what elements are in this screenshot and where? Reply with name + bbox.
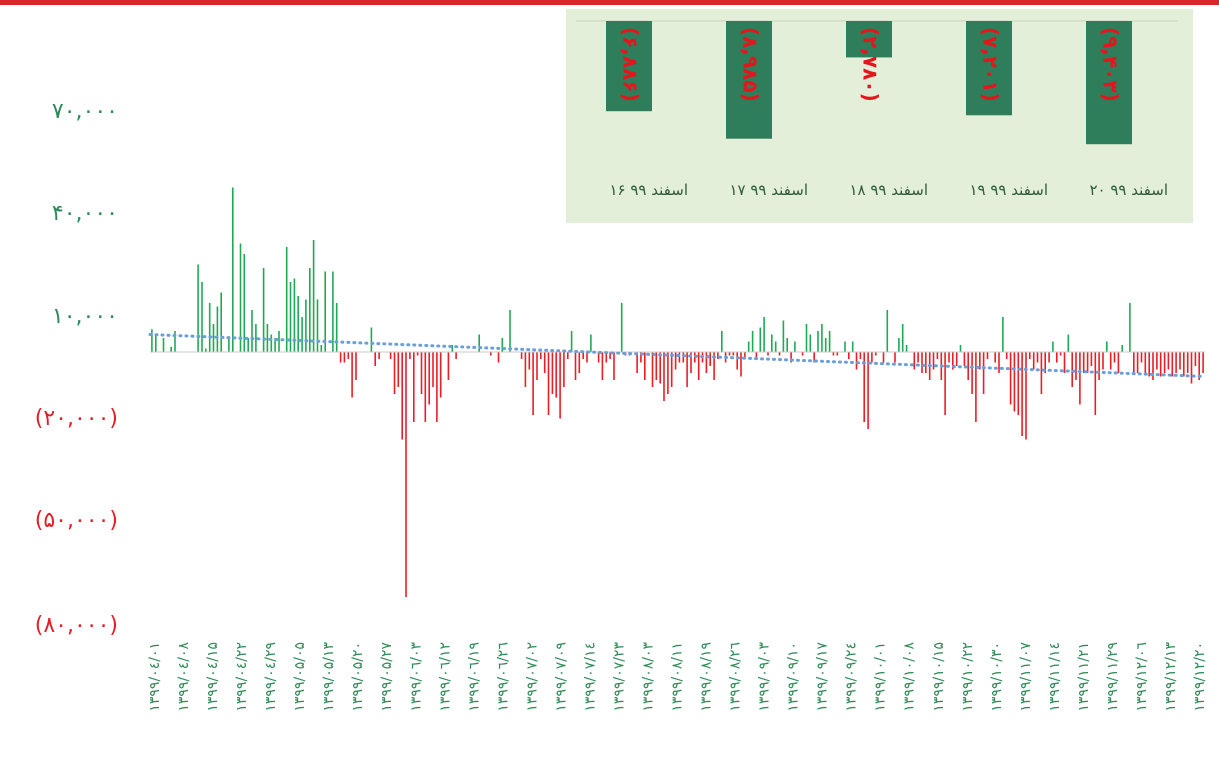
y-tick-label: (۵۰,۰۰۰) bbox=[35, 508, 118, 533]
x-tick-label: ۱۳۹۹/۱۰/۲۲ bbox=[960, 642, 976, 712]
x-tick-label: ۱۳۹۹/۰٤/۰۸ bbox=[176, 642, 192, 712]
y-tick-label: ۷۰,۰۰۰ bbox=[52, 99, 118, 124]
x-tick-label: ۱۳۹۹/۱۱/۲۹ bbox=[1105, 642, 1121, 712]
x-tick-label: ۱۳۹۹/۱۲/۰٦ bbox=[1134, 642, 1150, 712]
x-tick-label: ۱۳۹۹/۰٦/۱۹ bbox=[466, 642, 482, 712]
x-tick-label: ۱۳۹۹/۰۹/۲٤ bbox=[844, 642, 860, 712]
x-tick-label: ۱۳۹۹/۰۷/۰۲ bbox=[524, 642, 540, 712]
inset-value-label: (۹,۴۰۳) bbox=[1099, 27, 1123, 102]
x-tick-label: ۱۳۹۹/۱۰/۳۰ bbox=[989, 642, 1005, 712]
y-axis-labels: ۷۰,۰۰۰ ۴۰,۰۰۰ ۱۰,۰۰۰ (۲۰,۰۰۰) (۵۰,۰۰۰) (۸۰,۰۰… bbox=[35, 99, 118, 638]
x-tick-label: ۱۳۹۹/۰٦/۰۳ bbox=[408, 642, 424, 712]
x-tick-label: ۱۳۹۹/۰۷/۱٤ bbox=[582, 642, 598, 712]
inset-value-label: (۲,۷۸۰) bbox=[859, 27, 883, 102]
inset-bars-group: (۹,۴۰۳) (۷,۲۰۱) (۲,۷۸۰) (۸,۹۸۵) (۶,۸۸۶) bbox=[606, 21, 1132, 144]
inset-value-label: (۸,۹۸۵) bbox=[739, 27, 763, 102]
inset-category-label: ۱۷ اسفند ۹۹ bbox=[729, 181, 808, 199]
inset-category-label: ۲۰ اسفند ۹۹ bbox=[1089, 181, 1168, 199]
x-tick-label: ۱۳۹۹/۰٤/۱۵ bbox=[205, 642, 221, 712]
y-tick-label: (۸۰,۰۰۰) bbox=[35, 613, 118, 638]
inset-category-label: ۱۸ اسفند ۹۹ bbox=[849, 181, 928, 199]
x-tick-label: ۱۳۹۹/۰٤/۲۲ bbox=[234, 642, 250, 712]
y-tick-label: ۴۰,۰۰۰ bbox=[52, 201, 118, 226]
inset-panel: (۹,۴۰۳) (۷,۲۰۱) (۲,۷۸۰) (۸,۹۸۵) (۶,۸۸۶) ۲۰ ا… bbox=[566, 9, 1193, 223]
inset-category-label: ۱۶ اسفند ۹۹ bbox=[609, 181, 688, 199]
inset-category-label: ۱۹ اسفند ۹۹ bbox=[969, 181, 1048, 199]
inset-value-label: (۶,۸۸۶) bbox=[619, 27, 643, 102]
x-tick-label: ۱۳۹۹/۱۱/۰۷ bbox=[1018, 642, 1034, 712]
x-tick-label: ۱۳۹۹/۱۰/۰۱ bbox=[873, 642, 889, 712]
x-tick-label: ۱۳۹۹/۰٦/۲٦ bbox=[495, 642, 511, 712]
x-tick-label: ۱۳۹۹/۱۱/۱٤ bbox=[1047, 642, 1063, 712]
x-tick-label: ۱۳۹۹/۰۵/۱۳ bbox=[321, 642, 337, 712]
y-tick-label: (۲۰,۰۰۰) bbox=[35, 406, 118, 431]
trendline bbox=[150, 335, 1205, 377]
inset-bar-chart: (۹,۴۰۳) (۷,۲۰۱) (۲,۷۸۰) (۸,۹۸۵) (۶,۸۸۶) ۲۰ ا… bbox=[566, 9, 1193, 223]
x-tick-label: ۱۳۹۹/۰۹/۰۳ bbox=[757, 642, 773, 712]
x-tick-label: ۱۳۹۹/۱۲/۲۰ bbox=[1192, 642, 1208, 712]
x-tick-label: ۱۳۹۹/۱۱/۲۱ bbox=[1076, 642, 1092, 712]
bars-group bbox=[152, 188, 1203, 598]
x-tick-label: ۱۳۹۹/۱۲/۱۳ bbox=[1163, 642, 1179, 712]
x-tick-label: ۱۳۹۹/۱۰/۱۵ bbox=[931, 642, 947, 712]
x-tick-label: ۱۳۹۹/۰۵/۰۵ bbox=[292, 642, 308, 712]
x-tick-label: ۱۳۹۹/۰۸/۱۱ bbox=[670, 642, 686, 712]
x-tick-label: ۱۳۹۹/۰۸/۱۹ bbox=[699, 642, 715, 712]
x-tick-label: ۱۳۹۹/۰۷/۲۳ bbox=[611, 642, 627, 712]
x-tick-label: ۱۳۹۹/۰٦/۱۲ bbox=[437, 642, 453, 712]
x-tick-label: ۱۳۹۹/۰۵/۲۰ bbox=[350, 642, 366, 712]
inset-value-label: (۷,۲۰۱) bbox=[979, 27, 1003, 102]
x-tick-label: ۱۳۹۹/۰۷/۰۹ bbox=[553, 642, 569, 712]
x-tick-label: ۱۳۹۹/۰۸/۲٦ bbox=[728, 642, 744, 712]
x-tick-label: ۱۳۹۹/۰۹/۱۷ bbox=[815, 642, 831, 712]
x-tick-label: ۱۳۹۹/۱۰/۰۸ bbox=[902, 642, 918, 712]
x-tick-label: ۱۳۹۹/۰٤/۲۹ bbox=[263, 642, 279, 712]
x-tick-label: ۱۳۹۹/۰۵/۲۷ bbox=[379, 642, 395, 712]
x-axis-labels: ۱۳۹۹/۰٤/۰۱ ۱۳۹۹/۰٤/۰۸ ۱۳۹۹/۰٤/۱۵ ۱۳۹۹/۰٤/۲۲… bbox=[147, 642, 1208, 712]
x-tick-label: ۱۳۹۹/۰٤/۰۱ bbox=[147, 642, 163, 712]
x-tick-label: ۱۳۹۹/۰۹/۱۰ bbox=[786, 642, 802, 712]
x-tick-label: ۱۳۹۹/۰۸/۰۳ bbox=[641, 642, 657, 712]
inset-category-labels: ۲۰ اسفند ۹۹ ۱۹ اسفند ۹۹ ۱۸ اسفند ۹۹ ۱۷ اسفن… bbox=[609, 181, 1168, 199]
y-tick-label: ۱۰,۰۰۰ bbox=[52, 304, 118, 329]
